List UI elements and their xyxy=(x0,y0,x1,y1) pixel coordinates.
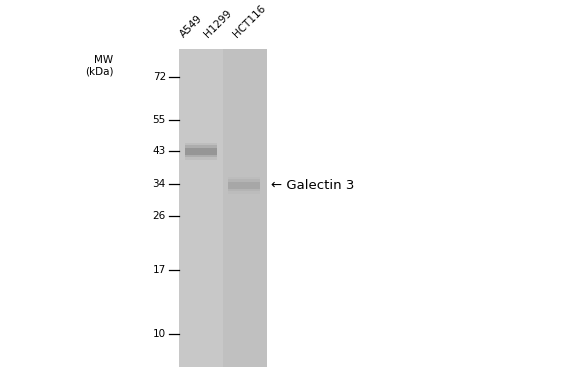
Text: 26: 26 xyxy=(152,211,166,221)
Text: MW
(kDa): MW (kDa) xyxy=(85,55,113,76)
Text: 10: 10 xyxy=(152,329,166,339)
FancyBboxPatch shape xyxy=(228,179,260,191)
FancyBboxPatch shape xyxy=(184,148,217,155)
Text: 34: 34 xyxy=(152,179,166,189)
FancyBboxPatch shape xyxy=(228,177,260,194)
Text: 17: 17 xyxy=(152,265,166,275)
Text: A549: A549 xyxy=(178,14,204,40)
Text: 43: 43 xyxy=(152,146,166,156)
Text: 72: 72 xyxy=(152,73,166,82)
FancyBboxPatch shape xyxy=(228,182,260,189)
Text: H1299: H1299 xyxy=(203,8,234,40)
Text: ← Galectin 3: ← Galectin 3 xyxy=(271,179,354,192)
Text: 55: 55 xyxy=(152,115,166,125)
FancyBboxPatch shape xyxy=(184,145,217,157)
Text: HCT116: HCT116 xyxy=(232,3,268,40)
FancyBboxPatch shape xyxy=(184,143,217,160)
FancyBboxPatch shape xyxy=(223,49,267,367)
FancyBboxPatch shape xyxy=(179,49,223,367)
